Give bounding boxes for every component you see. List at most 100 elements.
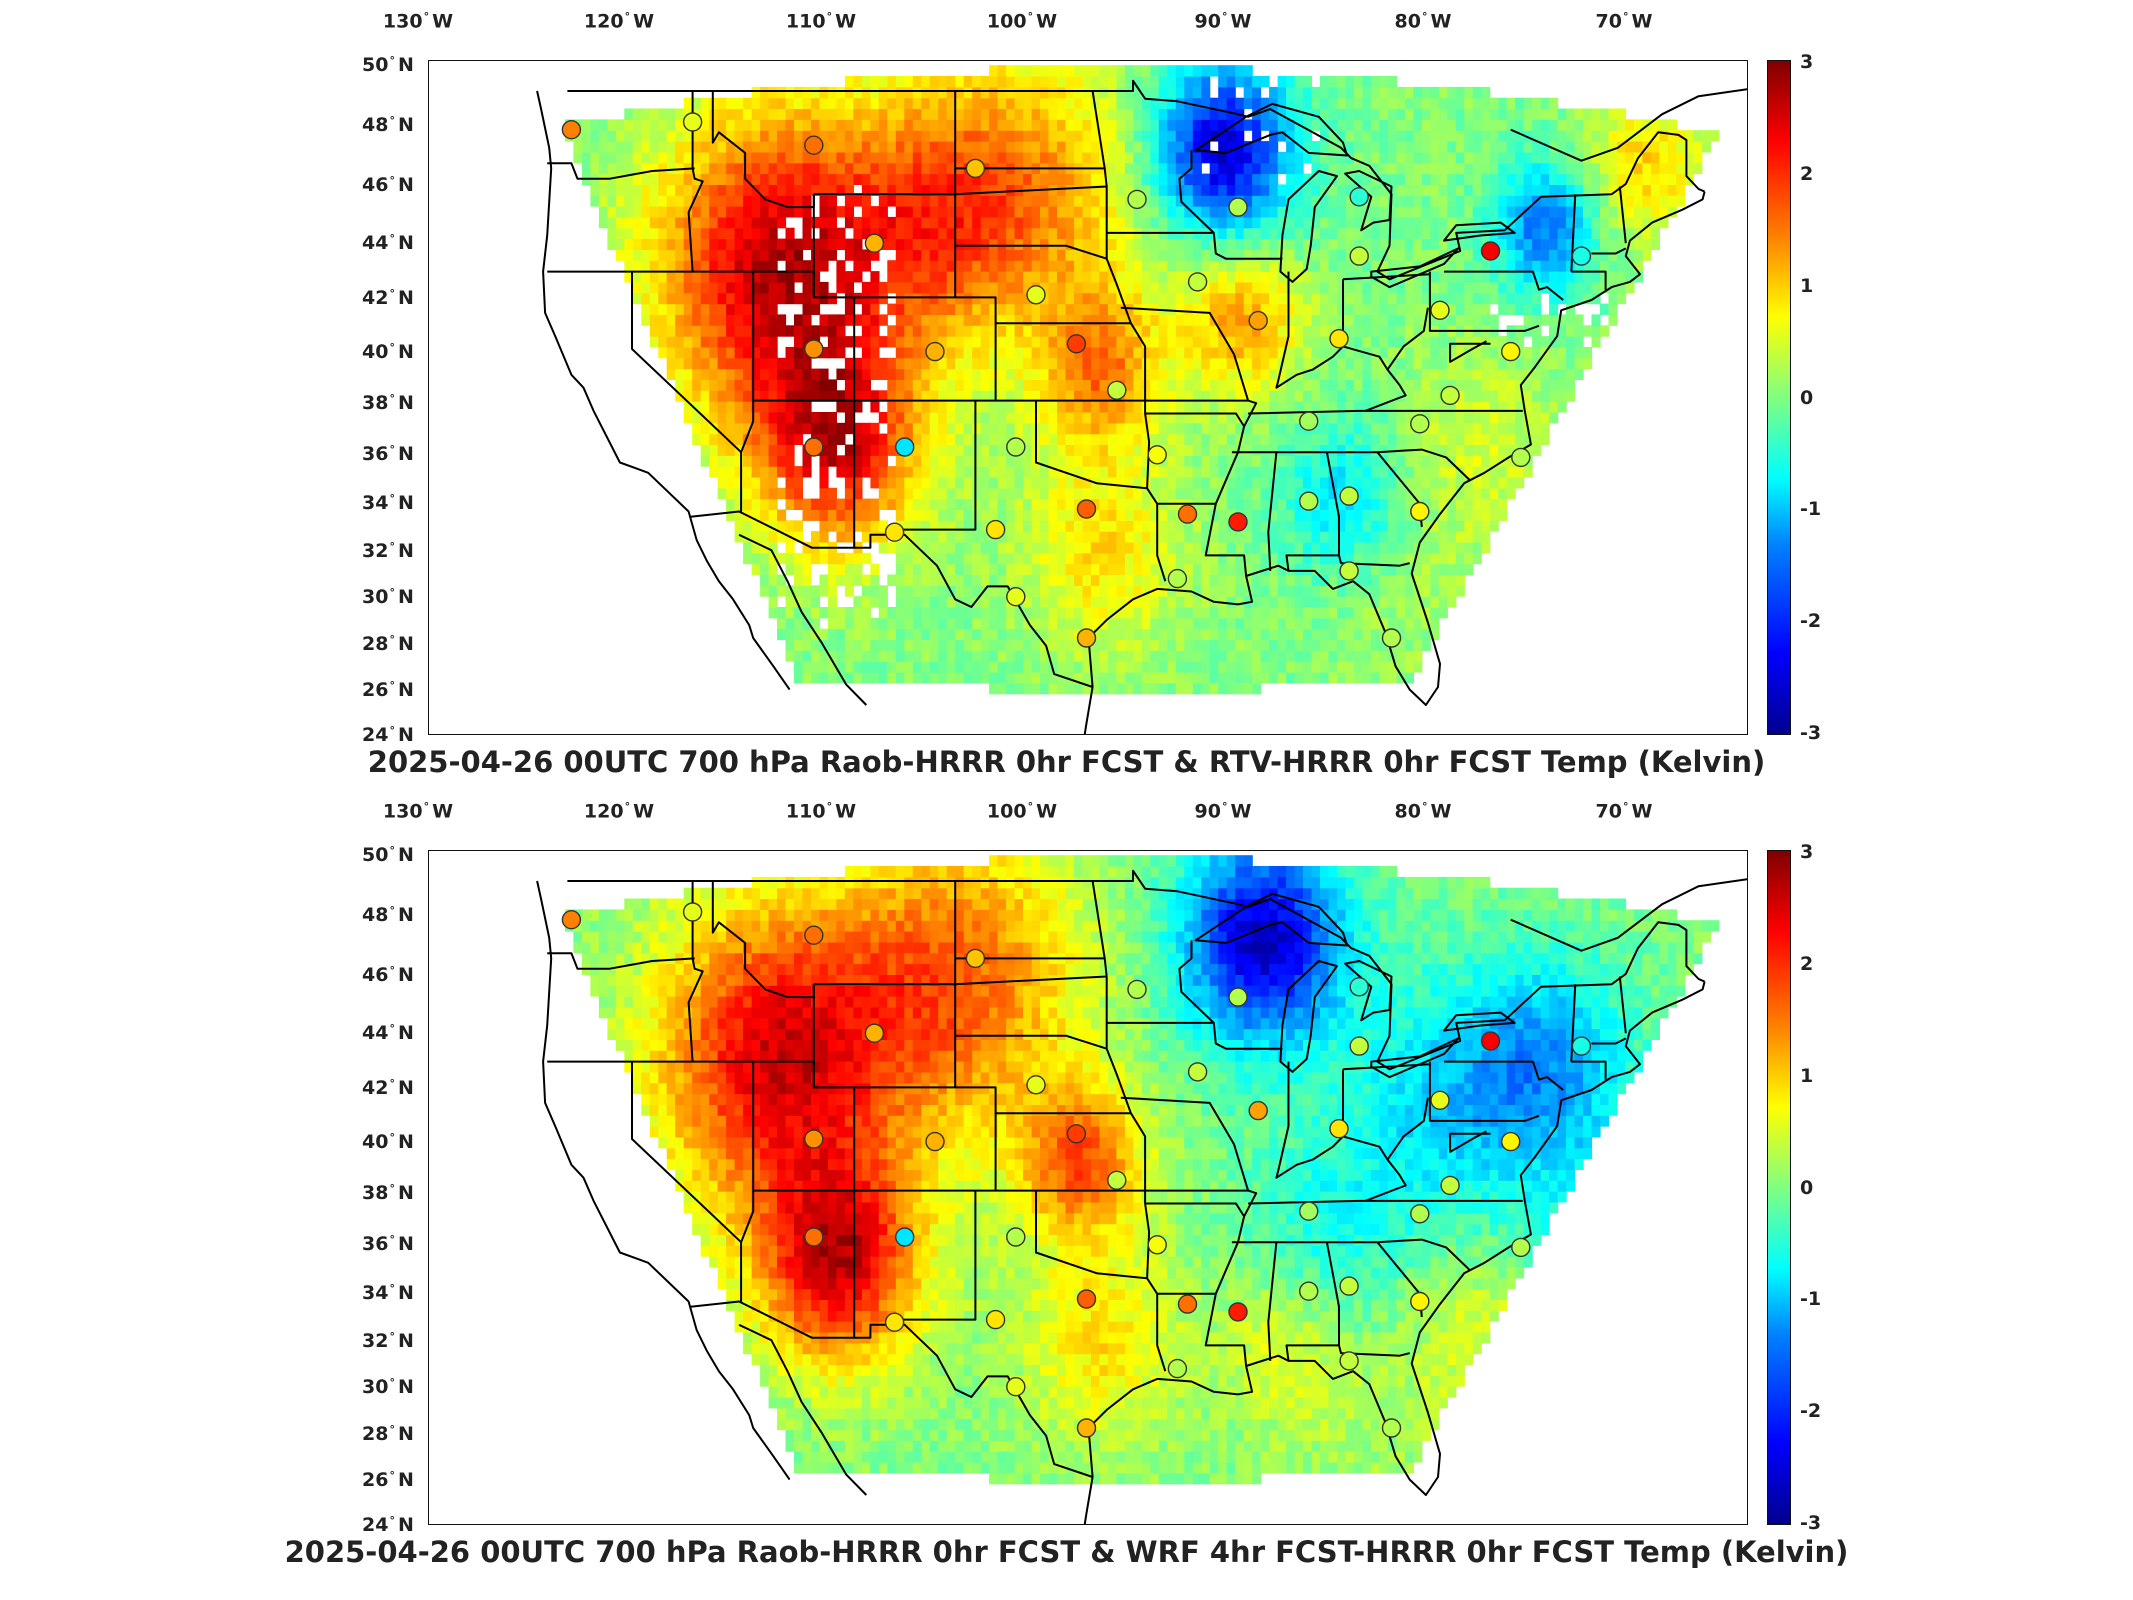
colorbar-tick-label: 3 — [1800, 51, 1814, 73]
state-boundary — [631, 271, 743, 512]
longitude-tick-label: 70° W — [1595, 10, 1653, 33]
state-boundary — [1428, 271, 1540, 332]
state-boundary — [1618, 976, 1627, 1034]
longitude-tick-label: 80° W — [1394, 10, 1452, 33]
raob-station-marker — [1228, 987, 1248, 1007]
raob-station-marker — [1381, 628, 1402, 648]
raob-station-marker — [1339, 1276, 1359, 1296]
raob-station-marker — [804, 1129, 824, 1149]
map-plot-area — [428, 850, 1748, 1525]
colorbar-tick-label: -1 — [1800, 1288, 1822, 1311]
state-boundary — [1386, 1097, 1429, 1161]
state-boundary — [1178, 940, 1215, 1024]
great-lake-outline — [1279, 170, 1338, 283]
panel-title: 2025-04-26 00UTC 700 hPa Raob-HRRR 0hr F… — [284, 1535, 1849, 1569]
state-boundary — [740, 1061, 755, 1243]
great-lake-outline — [1344, 960, 1393, 1022]
state-boundary — [955, 244, 1108, 260]
raob-station-marker — [1349, 977, 1369, 997]
state-boundary — [1267, 452, 1278, 571]
state-boundary — [1386, 307, 1429, 371]
state-boundary — [1618, 186, 1627, 244]
latitude-tick-label: 30° N — [362, 585, 414, 609]
latitude-tick-label: 34° N — [362, 1281, 414, 1305]
colorbar-tick-label: 3 — [1800, 841, 1814, 863]
latitude-tick-label: 34° N — [362, 491, 414, 515]
latitude-tick-label: 30° N — [362, 1375, 414, 1399]
raob-station-marker — [895, 437, 915, 457]
state-boundary — [1591, 247, 1627, 255]
state-boundary — [740, 271, 755, 453]
raob-station-marker — [1440, 1175, 1460, 1196]
mexico-coastline — [1083, 686, 1094, 734]
state-boundary — [1338, 555, 1410, 567]
raob-station-marker — [965, 948, 986, 969]
state-boundary — [1449, 1130, 1491, 1153]
raob-station-marker — [682, 902, 703, 922]
colorbar-tick-label: -1 — [1800, 498, 1822, 521]
longitude-tick-label: 70° W — [1595, 800, 1653, 823]
raob-station-marker — [1329, 329, 1349, 349]
state-boundary — [1145, 1202, 1245, 1217]
raob-station-marker — [1329, 1119, 1349, 1139]
raob-station-marker — [1440, 385, 1460, 406]
raob-station-marker — [1410, 414, 1430, 434]
longitude-tick-label: 100° W — [986, 800, 1058, 823]
raob-station-marker — [1299, 1281, 1319, 1301]
state-boundary — [1178, 150, 1215, 234]
raob-station-marker — [682, 112, 703, 132]
raob-station-marker — [1430, 300, 1450, 321]
colorbar-tick-label: -3 — [1800, 1512, 1822, 1534]
longitude-tick-label: 130° W — [382, 10, 454, 33]
state-boundary — [1106, 1021, 1283, 1050]
mexico-us-border — [690, 510, 1093, 688]
raob-station-marker — [985, 1309, 1006, 1330]
raob-station-marker — [1299, 491, 1319, 511]
raob-station-marker — [1006, 587, 1026, 607]
raob-station-marker — [1410, 1204, 1430, 1224]
latitude-tick-label: 48° N — [362, 113, 414, 137]
gulf-atlantic-coastline — [1087, 191, 1706, 706]
raob-station-marker — [1127, 979, 1147, 1000]
raob-station-marker — [1187, 1062, 1208, 1082]
great-lake-outline — [1443, 1011, 1516, 1032]
raob-station-marker — [1410, 501, 1430, 522]
raob-station-marker — [804, 339, 824, 359]
canada-us-border — [567, 869, 1705, 1071]
raob-station-marker — [1228, 1302, 1248, 1322]
latitude-tick-label: 32° N — [362, 1329, 414, 1353]
raob-station-marker — [1248, 310, 1268, 331]
latitude-tick-label: 38° N — [362, 1181, 414, 1205]
raob-station-marker — [884, 1312, 905, 1332]
latitude-tick-label: 38° N — [362, 391, 414, 415]
longitude-tick-label: 120° W — [583, 10, 655, 33]
gulf-of-california-coastline — [738, 533, 868, 706]
raob-station-marker — [1349, 246, 1369, 266]
colorbar-tick-label: 1 — [1800, 274, 1814, 297]
state-boundary — [1449, 340, 1491, 363]
raob-station-marker — [1006, 437, 1026, 457]
state-boundary — [1106, 231, 1283, 260]
longitude-tick-label: 110° W — [785, 10, 857, 33]
latitude-tick-label: 24° N — [362, 723, 414, 747]
longitude-tick-label: 120° W — [583, 800, 655, 823]
raob-station-marker — [965, 158, 986, 179]
latitude-tick-label: 46° N — [362, 173, 414, 197]
map-svg — [536, 855, 1747, 1524]
st-lawrence-coastline — [1510, 878, 1747, 952]
colorbar-tick-label: 0 — [1800, 386, 1814, 409]
raob-station-marker — [1177, 1294, 1198, 1314]
latitude-tick-label: 40° N — [362, 340, 414, 364]
state-boundary — [631, 1061, 743, 1302]
latitude-tick-label: 24° N — [362, 1513, 414, 1537]
raob-station-marker — [1147, 445, 1167, 465]
raob-station-marker — [1500, 341, 1521, 362]
colorbar-tick-label: 0 — [1800, 1176, 1814, 1199]
raob-station-marker — [1177, 504, 1198, 524]
longitude-tick-label: 100° W — [986, 10, 1058, 33]
latitude-tick-label: 36° N — [362, 442, 414, 466]
raob-station-marker — [1026, 1075, 1046, 1095]
raob-station-marker — [864, 233, 885, 253]
raob-station-marker — [1511, 1237, 1531, 1258]
state-boundary — [1428, 1061, 1540, 1122]
